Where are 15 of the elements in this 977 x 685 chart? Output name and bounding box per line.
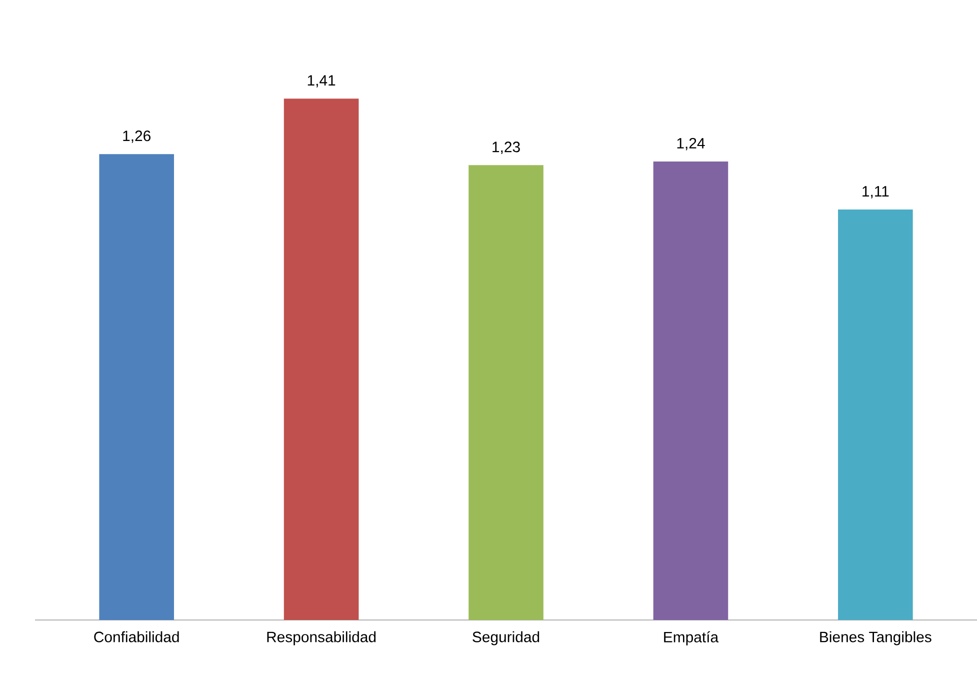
data-label: 1,41 (308, 75, 336, 88)
bar (284, 98, 359, 620)
x-tick-label: Responsabilidad (267, 631, 376, 646)
bar (468, 165, 544, 620)
data-label: 1,26 (123, 130, 150, 143)
x-tick-label: Bienes Tangibles (820, 631, 932, 646)
bar (99, 154, 174, 620)
x-tick-label: Empatía (664, 631, 719, 646)
data-label: 1,23 (492, 142, 520, 154)
x-tick-label: Seguridad (472, 631, 540, 646)
data-label: 1,24 (677, 138, 705, 150)
bar (838, 210, 913, 620)
x-tick-label: Confiabilidad (94, 631, 179, 642)
data-label: 1,11 (862, 186, 889, 198)
bar (653, 161, 728, 620)
